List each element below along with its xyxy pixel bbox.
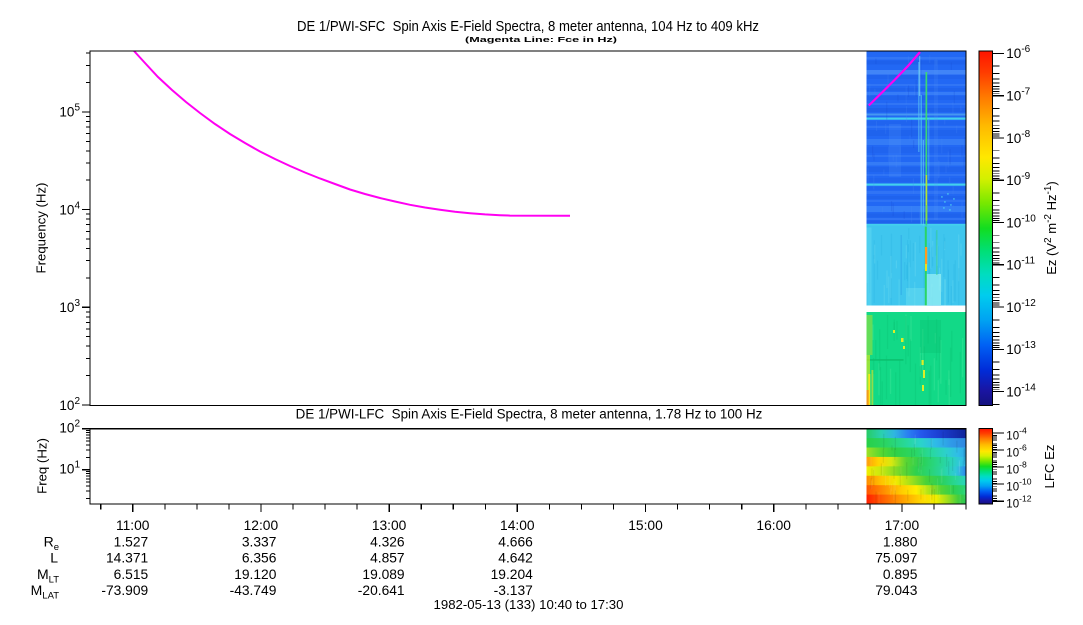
svg-text:14:00: 14:00	[500, 518, 535, 533]
svg-text:75.097: 75.097	[875, 551, 917, 566]
svg-text:Freq (Hz): Freq (Hz)	[35, 438, 50, 494]
svg-text:LFC Ez: LFC Ez	[1042, 445, 1057, 489]
svg-text:4.642: 4.642	[498, 551, 533, 566]
svg-text:1982-05-13 (133) 10:40 to 17:3: 1982-05-13 (133) 10:40 to 17:30	[434, 597, 624, 612]
svg-text:Ez (V2 m-2 Hz-1): Ez (V2 m-2 Hz-1)	[1043, 181, 1059, 274]
svg-text:19.120: 19.120	[234, 567, 277, 582]
svg-text:DE 1/PWI-LFC Spin Axis E-Fiel: DE 1/PWI-LFC Spin Axis E-Field Spectra, …	[296, 407, 763, 422]
svg-text:14.371: 14.371	[106, 551, 148, 566]
svg-text:16:00: 16:00	[756, 518, 791, 533]
svg-text:79.043: 79.043	[875, 583, 918, 598]
svg-text:13:00: 13:00	[372, 518, 407, 533]
svg-text:(Magenta Line: Fce in Hz): (Magenta Line: Fce in Hz)	[465, 35, 618, 44]
svg-text:1.527: 1.527	[114, 534, 149, 549]
svg-text:15:00: 15:00	[628, 518, 663, 533]
svg-text:-20.641: -20.641	[358, 583, 405, 598]
svg-text:Frequency (Hz): Frequency (Hz)	[34, 183, 49, 274]
svg-text:17:00: 17:00	[885, 518, 920, 533]
svg-text:-3.137: -3.137	[494, 583, 533, 598]
svg-text:6.356: 6.356	[242, 551, 277, 566]
svg-text:4.326: 4.326	[370, 534, 405, 549]
svg-text:19.204: 19.204	[491, 567, 534, 582]
svg-text:4.666: 4.666	[498, 534, 533, 549]
svg-text:-43.749: -43.749	[230, 583, 277, 598]
svg-text:4.857: 4.857	[370, 551, 405, 566]
svg-text:DE 1/PWI-SFC Spin Axis E-Fiel: DE 1/PWI-SFC Spin Axis E-Field Spectra, …	[297, 19, 759, 35]
svg-text:11:00: 11:00	[116, 518, 150, 533]
svg-text:1.880: 1.880	[883, 534, 918, 549]
svg-text:3.337: 3.337	[242, 534, 277, 549]
svg-text:12:00: 12:00	[244, 518, 279, 533]
svg-text:6.515: 6.515	[114, 567, 149, 582]
svg-text:-73.909: -73.909	[101, 583, 148, 598]
svg-text:19.089: 19.089	[362, 567, 405, 582]
svg-text:L: L	[50, 550, 58, 566]
svg-text:0.895: 0.895	[883, 567, 918, 582]
